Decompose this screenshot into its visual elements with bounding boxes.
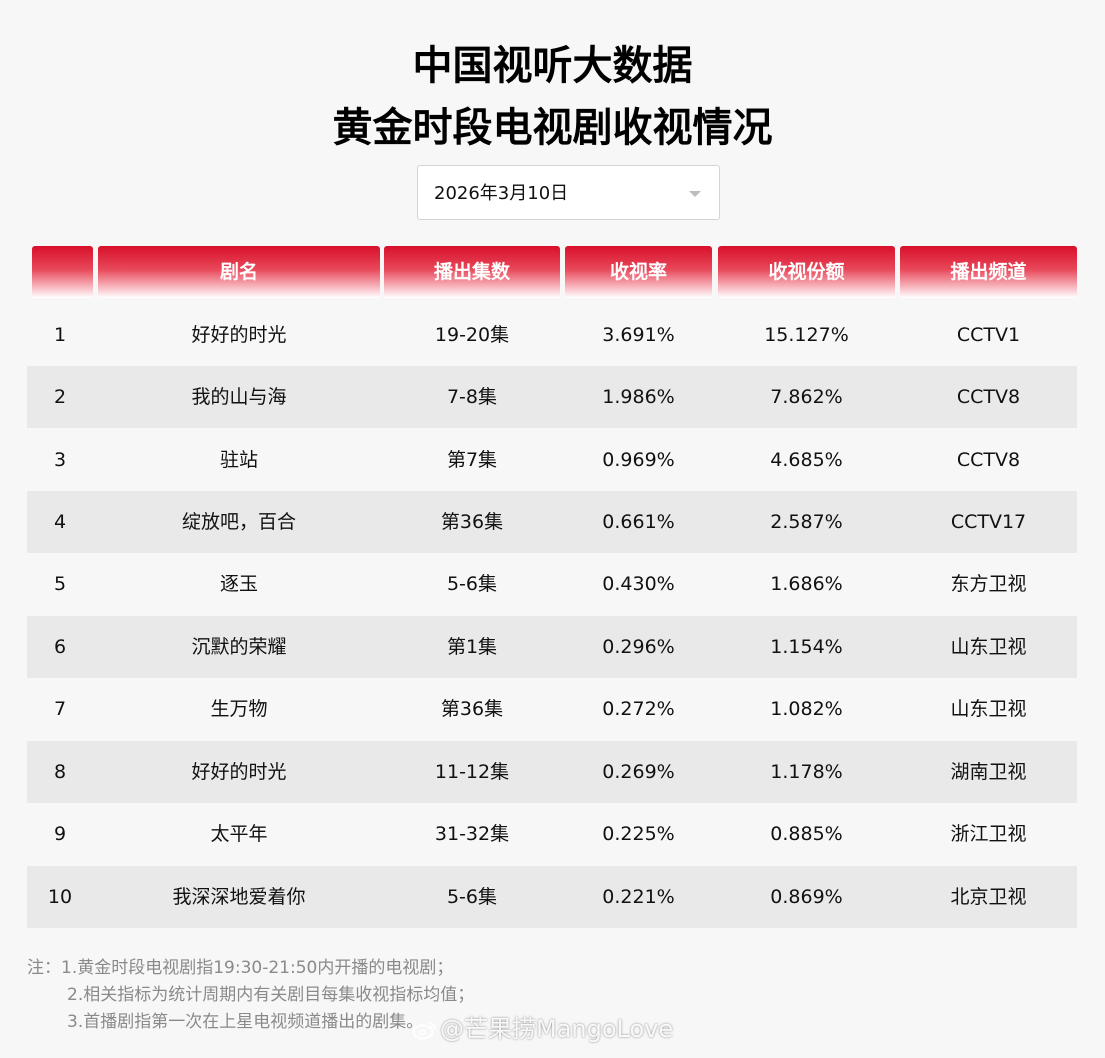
rating-cell: 3.691%	[602, 324, 675, 346]
table-row: 6 沉默的荣耀 第1集 0.296% 1.154% 山东卫视	[27, 616, 1077, 678]
table-row: 5 逐玉 5-6集 0.430% 1.686% 东方卫视	[27, 553, 1077, 615]
footnote-line: 2.相关指标为统计周期内有关剧目每集收视指标均值；	[67, 985, 475, 1005]
rating-cell: 0.969%	[602, 449, 675, 471]
table-row: 3 驻站 第7集 0.969% 4.685% CCTV8	[27, 429, 1077, 491]
rank-cell: 7	[53, 698, 67, 720]
column-header-rating: 收视率	[565, 246, 712, 298]
footnote-line: 3.首播剧指第一次在上星电视频道播出的剧集。	[67, 1012, 424, 1032]
channel-cell: 湖南卫视	[950, 761, 1027, 783]
title-cell: 生万物	[210, 698, 268, 720]
rank-cell: 2	[53, 386, 67, 408]
rating-cell: 0.296%	[602, 636, 675, 658]
title-cell: 绽放吧，百合	[181, 511, 296, 533]
episodes-cell: 第36集	[440, 511, 504, 533]
rank-cell: 3	[53, 449, 67, 471]
rank-cell: 4	[53, 511, 67, 533]
column-header-rank	[32, 246, 93, 298]
share-cell: 1.154%	[770, 636, 843, 658]
share-cell: 1.686%	[770, 573, 843, 595]
episodes-cell: 19-20集	[434, 324, 510, 346]
footnotes: 注：1.黄金时段电视剧指19:30-21:50内开播的电视剧； 2.相关指标为统…	[27, 955, 474, 1036]
episodes-cell: 5-6集	[446, 886, 498, 908]
channel-cell: CCTV8	[956, 386, 1021, 408]
date-select[interactable]: 2026年3月10日	[417, 165, 720, 220]
channel-cell: 山东卫视	[950, 636, 1027, 658]
footnote-line: 注：1.黄金时段电视剧指19:30-21:50内开播的电视剧；	[27, 958, 454, 978]
title-cell: 驻站	[219, 449, 258, 471]
episodes-cell: 5-6集	[446, 573, 498, 595]
channel-cell: CCTV8	[956, 449, 1021, 471]
title-cell: 沉默的荣耀	[191, 636, 287, 658]
channel-cell: 东方卫视	[950, 573, 1027, 595]
rank-cell: 10	[47, 886, 73, 908]
date-select-value: 2026年3月10日	[434, 183, 569, 204]
share-cell: 15.127%	[764, 324, 849, 346]
rank-cell: 1	[53, 324, 67, 346]
table-row: 7 生万物 第36集 0.272% 1.082% 山东卫视	[27, 678, 1077, 740]
episodes-cell: 第36集	[440, 698, 504, 720]
column-header-share: 收视份额	[718, 246, 895, 298]
table-row: 8 好好的时光 11-12集 0.269% 1.178% 湖南卫视	[27, 741, 1077, 803]
channel-cell: 北京卫视	[950, 886, 1027, 908]
table-row: 2 我的山与海 7-8集 1.986% 7.862% CCTV8	[27, 366, 1077, 428]
episodes-cell: 11-12集	[434, 761, 510, 783]
rating-cell: 1.986%	[602, 386, 675, 408]
rating-cell: 0.430%	[602, 573, 675, 595]
watermark-text: @芒果捞MangoLove	[440, 1015, 674, 1043]
share-cell: 1.178%	[770, 761, 843, 783]
title-cell: 逐玉	[219, 573, 258, 595]
rating-cell: 0.272%	[602, 698, 675, 720]
rating-cell: 0.269%	[602, 761, 675, 783]
table-row: 10 我深深地爱着你 5-6集 0.221% 0.869% 北京卫视	[27, 866, 1077, 928]
rank-cell: 8	[53, 761, 67, 783]
title-cell: 我深深地爱着你	[172, 886, 306, 908]
chevron-down-icon	[689, 191, 701, 197]
table-row: 1 好好的时光 19-20集 3.691% 15.127% CCTV1	[27, 304, 1077, 366]
share-cell: 1.082%	[770, 698, 843, 720]
share-cell: 0.885%	[770, 823, 843, 845]
table-row: 4 绽放吧，百合 第36集 0.661% 2.587% CCTV17	[27, 491, 1077, 553]
channel-cell: CCTV1	[956, 324, 1021, 346]
share-cell: 7.862%	[770, 386, 843, 408]
rating-cell: 0.221%	[602, 886, 675, 908]
rank-cell: 5	[53, 573, 67, 595]
column-header-channel: 播出频道	[900, 246, 1077, 298]
share-cell: 0.869%	[770, 886, 843, 908]
title-cell: 好好的时光	[191, 324, 287, 346]
episodes-cell: 第7集	[446, 449, 498, 471]
share-cell: 2.587%	[770, 511, 843, 533]
column-header-episodes: 播出集数	[384, 246, 560, 298]
table-row: 9 太平年 31-32集 0.225% 0.885% 浙江卫视	[27, 803, 1077, 865]
share-cell: 4.685%	[770, 449, 843, 471]
channel-cell: CCTV17	[950, 511, 1027, 533]
rating-cell: 0.225%	[602, 823, 675, 845]
title-cell: 我的山与海	[191, 386, 287, 408]
channel-cell: 山东卫视	[950, 698, 1027, 720]
episodes-cell: 第1集	[446, 636, 498, 658]
rating-cell: 0.661%	[602, 511, 675, 533]
weibo-icon	[412, 1022, 436, 1040]
rank-cell: 6	[53, 636, 67, 658]
episodes-cell: 31-32集	[434, 823, 510, 845]
title-cell: 好好的时光	[191, 761, 287, 783]
page-title-line2: 黄金时段电视剧收视情况	[332, 105, 773, 151]
title-cell: 太平年	[210, 823, 268, 845]
column-header-title: 剧名	[98, 246, 380, 298]
rank-cell: 9	[53, 823, 67, 845]
episodes-cell: 7-8集	[446, 386, 498, 408]
watermark: @芒果捞MangoLove	[412, 1012, 673, 1046]
channel-cell: 浙江卫视	[950, 823, 1027, 845]
page-title-line1: 中国视听大数据	[412, 43, 693, 89]
